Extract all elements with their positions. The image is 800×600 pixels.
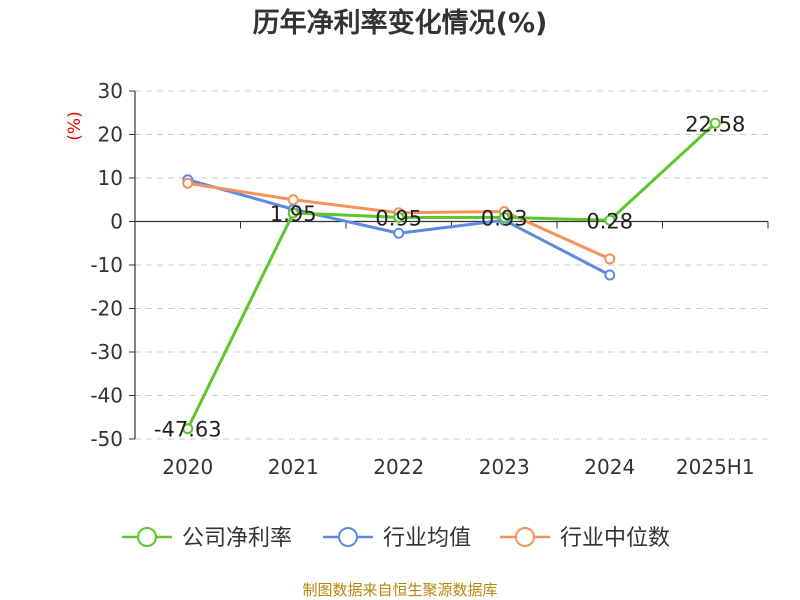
data-point[interactable]	[604, 253, 616, 265]
legend-item-0[interactable]: 公司净利率	[122, 526, 292, 551]
series-line	[186, 122, 717, 430]
data-label: 0.95	[375, 206, 422, 230]
series-0	[182, 117, 721, 435]
data-source-caption: 制图数据来自恒生聚源数据库	[302, 581, 497, 599]
y-tick-label: 30	[98, 79, 123, 103]
legend-marker-symbol	[515, 527, 535, 547]
data-point[interactable]	[182, 177, 194, 189]
legend-label: 行业均值	[383, 526, 471, 551]
data-point[interactable]	[393, 211, 405, 223]
legend-item-2[interactable]: 行业中位数	[500, 526, 670, 551]
x-tick-label: 2022	[373, 455, 424, 479]
data-point[interactable]	[393, 227, 405, 239]
legend-marker-symbol	[137, 527, 157, 547]
y-tick-label: 10	[98, 166, 123, 190]
data-label: 0.28	[586, 209, 633, 233]
legend-marker-symbol	[338, 527, 358, 547]
legend[interactable]: 公司净利率 行业均值 行业中位数	[122, 526, 670, 551]
y-tick-label: -40	[90, 384, 123, 408]
x-tick-label: 2023	[479, 455, 530, 479]
y-tick-label: 20	[98, 123, 123, 147]
chart-title: 历年净利率变化情况(%)	[253, 7, 548, 39]
grid-lines	[135, 90, 768, 440]
x-tick-label: 2020	[162, 455, 213, 479]
axes: 30 20 10 0 -10 -20 -30 -40 -50 2020 2021 2022 2023 20…	[90, 79, 769, 479]
x-tick-label: 2021	[268, 455, 319, 479]
data-point[interactable]	[604, 269, 616, 281]
data-label: 22.58	[685, 112, 745, 136]
x-tick-label: 2024	[584, 455, 635, 479]
legend-label: 行业中位数	[560, 526, 670, 551]
data-point[interactable]	[709, 117, 721, 129]
y-tick-label: -30	[90, 340, 123, 364]
data-label: 1.95	[270, 202, 317, 226]
data-point[interactable]	[182, 423, 194, 435]
y-axis-unit-label: (%)	[65, 111, 85, 140]
data-labels: -47.63 1.95 0.95 0.93 0.28 22.58	[154, 112, 745, 441]
legend-label: 公司净利率	[182, 526, 292, 551]
data-point[interactable]	[287, 207, 299, 219]
data-point[interactable]	[604, 214, 616, 226]
y-tick-label: -50	[90, 427, 123, 451]
y-tick-label: 0	[110, 210, 123, 234]
data-point[interactable]	[498, 211, 510, 223]
legend-item-1[interactable]: 行业均值	[323, 526, 471, 551]
data-label: 0.93	[481, 206, 528, 230]
y-tick-label: -10	[90, 253, 123, 277]
y-tick-label: -20	[90, 297, 123, 321]
series-lines	[182, 117, 721, 435]
x-tick-label: 2025H1	[676, 455, 755, 479]
data-point[interactable]	[287, 194, 299, 206]
data-label: -47.63	[154, 418, 222, 442]
